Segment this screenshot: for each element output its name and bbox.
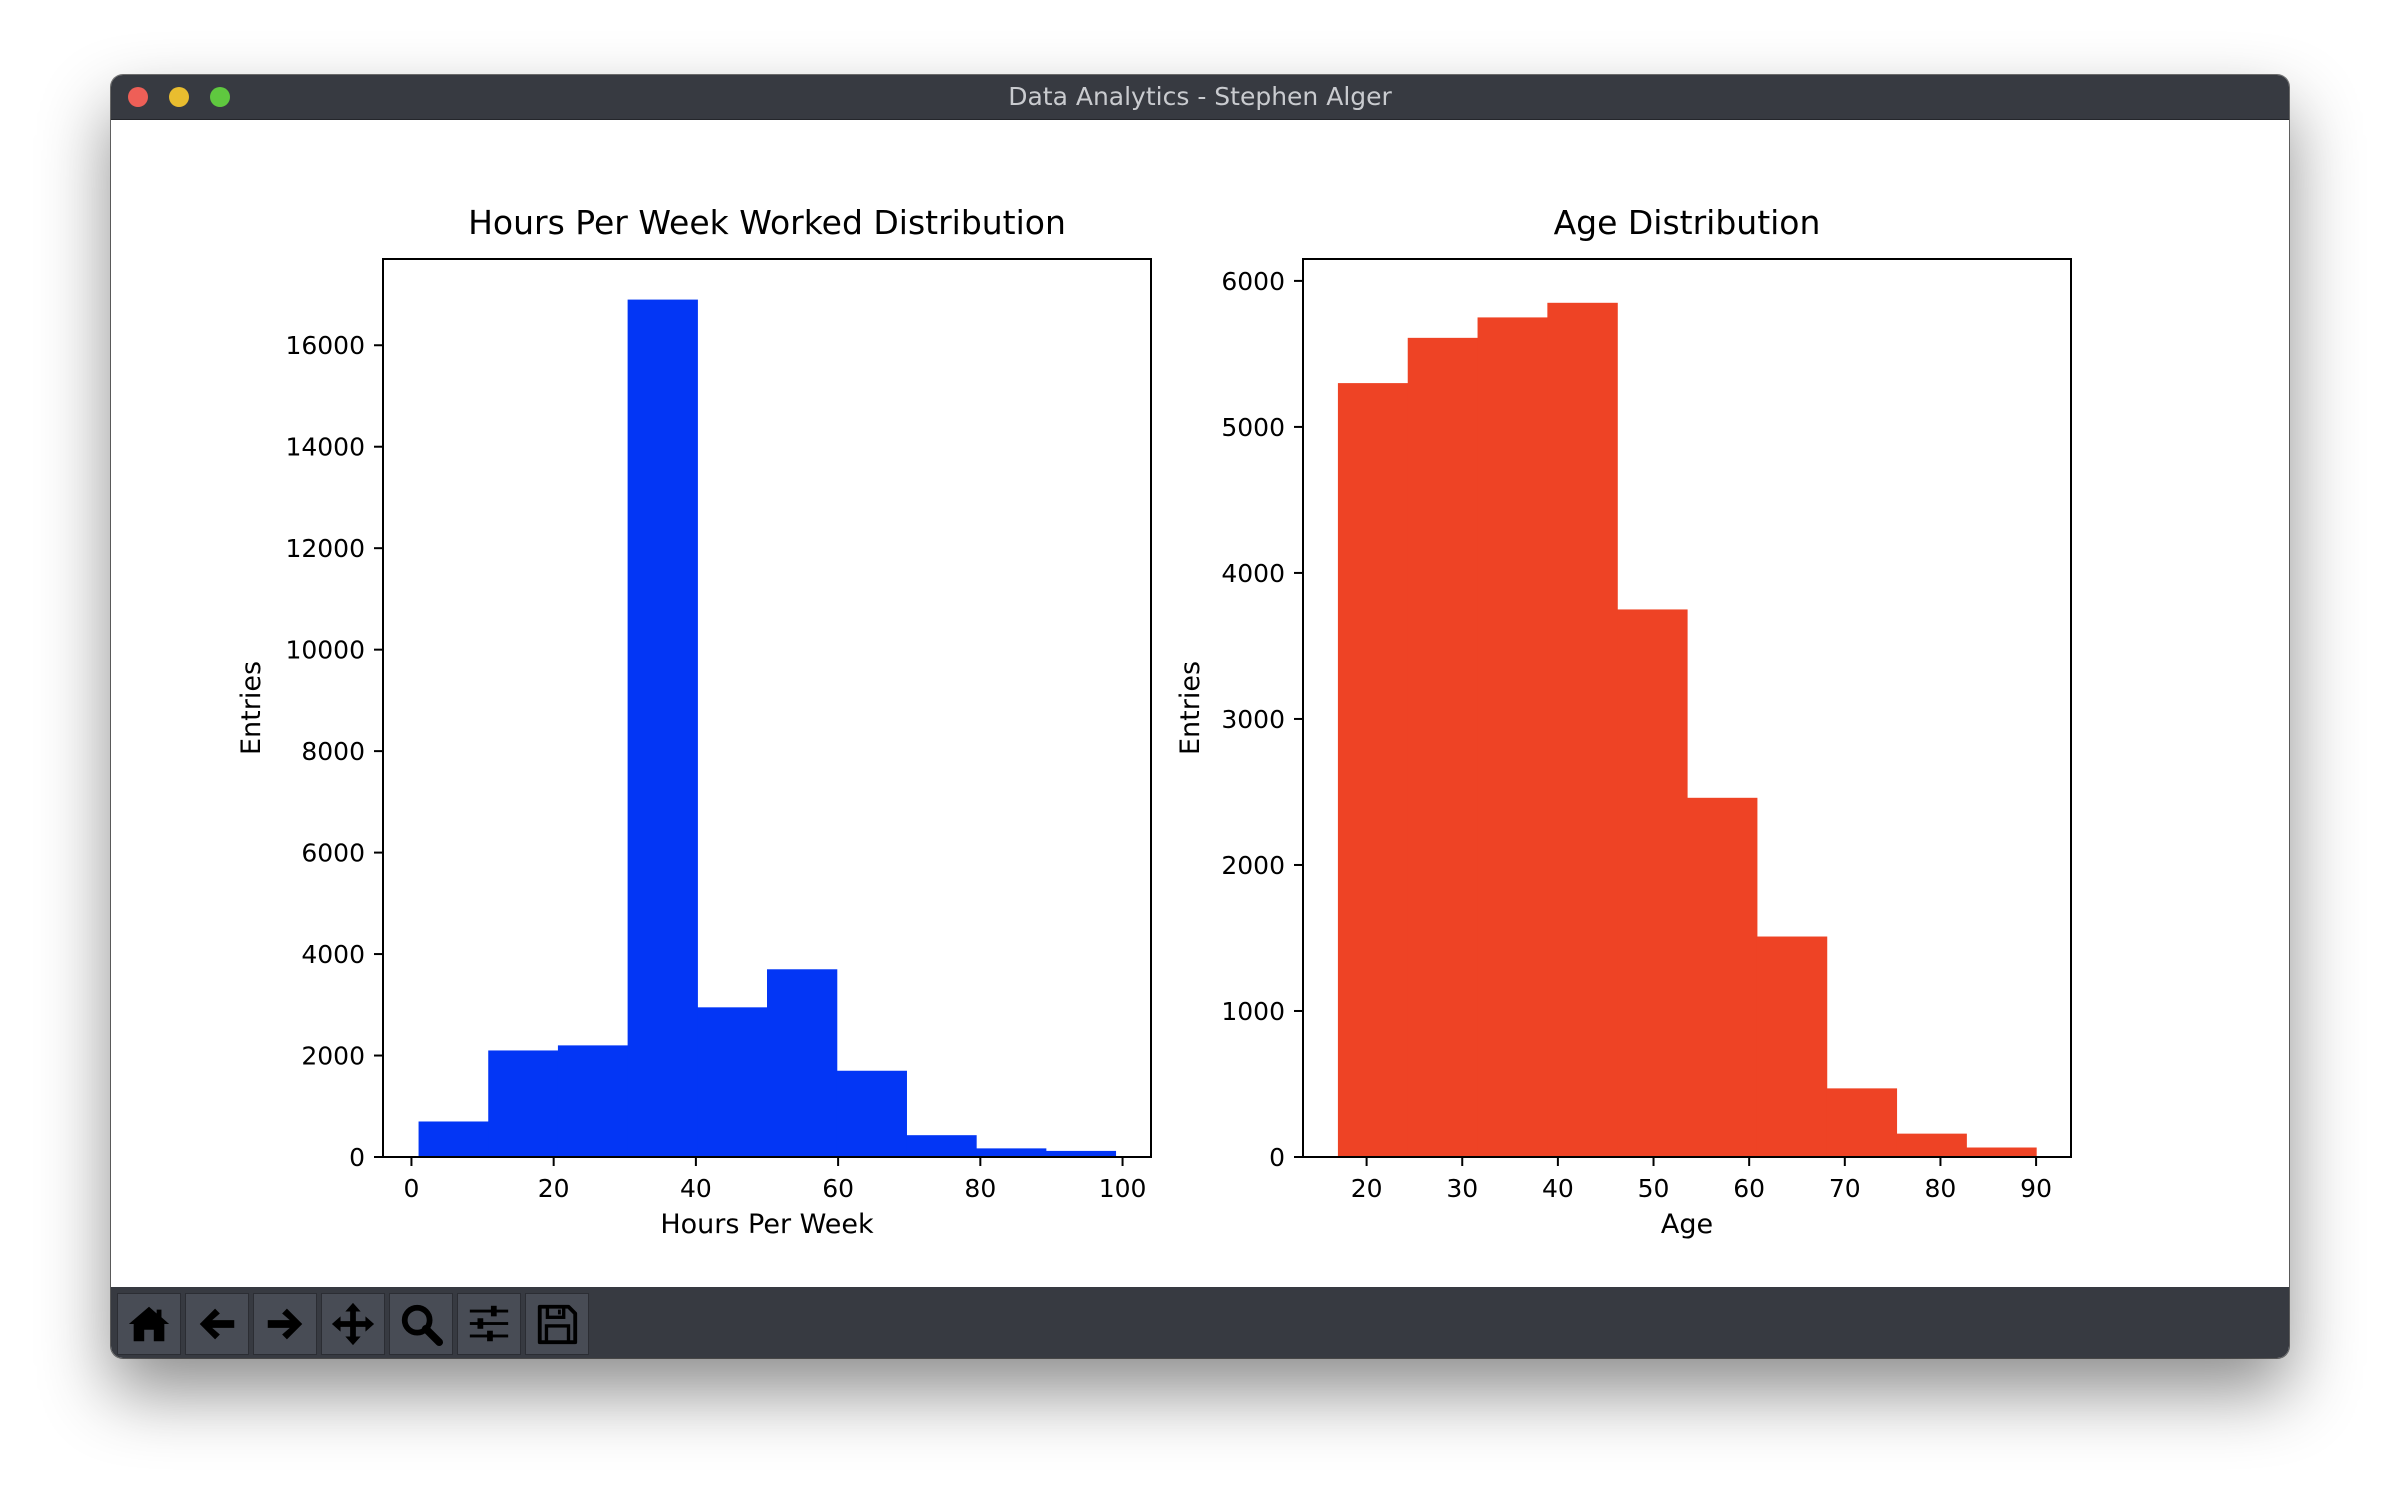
age-x-tick-label: 50 bbox=[1638, 1174, 1670, 1203]
age-bar bbox=[1756, 936, 1828, 1157]
hours-bars bbox=[418, 299, 1117, 1158]
hours-y-tick-label: 8000 bbox=[301, 737, 365, 766]
hours-y-tick-label: 6000 bbox=[301, 839, 365, 868]
age-x-tick-label: 40 bbox=[1542, 1174, 1574, 1203]
age-y-ticks: 0 1000 2000 3000 4000 5000 6000 bbox=[1221, 267, 1303, 1172]
hours-bar bbox=[418, 1121, 489, 1157]
hours-x-tick-label: 40 bbox=[680, 1174, 712, 1203]
navigation-toolbar bbox=[111, 1287, 2289, 1358]
age-chart-title: Age Distribution bbox=[1554, 203, 1821, 242]
age-bar bbox=[1477, 317, 1548, 1157]
hours-y-tick-label: 16000 bbox=[285, 331, 365, 360]
hours-y-tick-label: 10000 bbox=[285, 636, 365, 665]
configure-subplots-button[interactable] bbox=[457, 1293, 521, 1355]
age-bar bbox=[1687, 797, 1758, 1157]
hours-plot-frame bbox=[382, 258, 1152, 1158]
age-bar bbox=[1407, 337, 1479, 1158]
hours-x-tick-label: 80 bbox=[964, 1174, 996, 1203]
minimize-window-button[interactable] bbox=[169, 87, 189, 107]
hours-bar bbox=[906, 1135, 977, 1157]
forward-button[interactable] bbox=[253, 1293, 317, 1355]
age-y-tick-label: 3000 bbox=[1221, 705, 1285, 734]
age-x-tick-label: 70 bbox=[1829, 1174, 1861, 1203]
hours-y-tick-label: 0 bbox=[349, 1143, 365, 1172]
age-x-tick-label: 60 bbox=[1733, 1174, 1765, 1203]
hours-chart: Hours Per Week Worked Distribution 02000… bbox=[236, 203, 1152, 1240]
window-title: Data Analytics - Stephen Alger bbox=[1008, 82, 1392, 111]
arrow-left-icon bbox=[199, 1308, 235, 1340]
age-x-ticks: 20 30 40 50 60 70 80 90 bbox=[1351, 1157, 2052, 1203]
hours-y-tick-label: 4000 bbox=[301, 940, 365, 969]
pan-button[interactable] bbox=[321, 1293, 385, 1355]
age-y-tick-label: 4000 bbox=[1221, 559, 1285, 588]
age-bar bbox=[1826, 1088, 1898, 1157]
age-x-axis-label: Age bbox=[1661, 1209, 1713, 1240]
app-window: Data Analytics - Stephen Alger Hours Per… bbox=[111, 75, 2289, 1358]
age-bar bbox=[1547, 302, 1618, 1157]
sliders-icon bbox=[469, 1305, 509, 1342]
hours-bar bbox=[1045, 1150, 1117, 1157]
hours-bar bbox=[976, 1148, 1047, 1157]
figure-canvas: Hours Per Week Worked Distribution 0 2000… bbox=[111, 120, 2289, 1358]
age-y-tick-label: 6000 bbox=[1221, 267, 1285, 296]
age-y-tick-label: 5000 bbox=[1221, 413, 1285, 442]
hours-y-tick-label: 12000 bbox=[285, 534, 365, 563]
age-x-tick-label: 90 bbox=[2020, 1174, 2052, 1203]
hours-chart-title: Hours Per Week Worked Distribution bbox=[468, 203, 1066, 242]
hours-bar bbox=[557, 1045, 629, 1157]
hours-y-tick-label: 14000 bbox=[285, 433, 365, 462]
age-y-tick-label: 1000 bbox=[1221, 997, 1285, 1026]
age-x-tick-label: 20 bbox=[1351, 1174, 1383, 1203]
save-button[interactable] bbox=[525, 1293, 589, 1355]
age-x-tick-label: 30 bbox=[1446, 1174, 1478, 1203]
age-y-tick-label: 0 bbox=[1269, 1143, 1285, 1172]
home-icon bbox=[128, 1306, 170, 1342]
age-plot-frame bbox=[1302, 258, 2072, 1158]
zoom-icon bbox=[401, 1304, 444, 1347]
age-bar bbox=[1966, 1147, 2037, 1157]
hours-x-tick-label: 20 bbox=[538, 1174, 570, 1203]
age-chart: Age Distribution 0 1000 2000 3000 4000 5000 60… bbox=[1175, 203, 2072, 1240]
save-icon bbox=[537, 1304, 578, 1345]
hours-x-tick-label: 100 bbox=[1099, 1174, 1147, 1203]
hours-x-ticks: 0 20 40 60 80 100 bbox=[403, 1157, 1146, 1203]
hours-bar bbox=[836, 1070, 907, 1157]
figure: Hours Per Week Worked Distribution 02000… bbox=[236, 203, 2072, 1240]
hours-y-tick-label: 2000 bbox=[301, 1042, 365, 1071]
hours-y-ticks: 0 2000 4000 6000 8000 10000 12000 14000 16000 bbox=[285, 331, 383, 1172]
arrow-right-icon bbox=[267, 1308, 303, 1340]
age-bar bbox=[1617, 609, 1688, 1157]
hours-bar bbox=[767, 969, 838, 1157]
home-button[interactable] bbox=[117, 1293, 181, 1355]
close-window-button[interactable] bbox=[128, 87, 148, 107]
hours-bar bbox=[627, 299, 698, 1158]
age-bars bbox=[1337, 302, 2037, 1158]
move-icon bbox=[331, 1302, 375, 1346]
hours-bar bbox=[488, 1050, 559, 1157]
zoom-button[interactable] bbox=[389, 1293, 453, 1355]
maximize-window-button[interactable] bbox=[210, 87, 230, 107]
hours-y-axis-label: Entries bbox=[236, 661, 267, 755]
hours-x-axis-label: Hours Per Week bbox=[660, 1209, 874, 1240]
age-y-axis-label: Entries bbox=[1175, 661, 1206, 755]
age-bar bbox=[1337, 383, 1409, 1157]
title-bar: Data Analytics - Stephen Alger bbox=[111, 75, 2289, 120]
hours-x-tick-label: 60 bbox=[822, 1174, 854, 1203]
age-bar bbox=[1896, 1133, 1967, 1157]
hours-x-tick-label: 0 bbox=[403, 1174, 419, 1203]
back-button[interactable] bbox=[185, 1293, 249, 1355]
hours-bar bbox=[697, 1007, 768, 1157]
age-x-tick-label: 80 bbox=[1925, 1174, 1957, 1203]
age-y-tick-label: 2000 bbox=[1221, 851, 1285, 880]
